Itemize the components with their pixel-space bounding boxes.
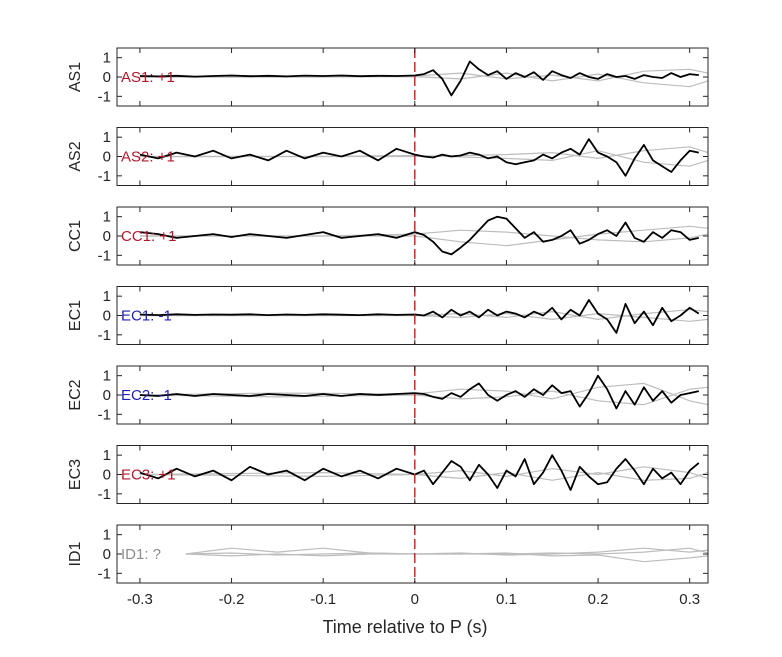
y-tick-label: -1 [98,88,111,105]
panel-cc1: -1 0 1 CC1 CC1: +1 [67,206,709,266]
polarity-label: ID1: ? [121,546,161,563]
polarity-label: CC1: +1 [121,228,176,245]
main-trace [139,454,700,491]
y-tick-label: 1 [103,368,111,385]
y-tick-label: 1 [103,50,111,67]
x-axis-label: Time relative to P (s) [322,617,487,637]
polarity-label: EC2: -1 [121,387,172,404]
ensemble-trace-1 [185,547,709,556]
polarity-label: AS1: +1 [121,69,175,86]
y-tick-label: 0 [103,149,111,166]
y-tick-label: -1 [98,168,111,185]
x-axis: -0.3 -0.2 -0.1 0 0.1 0.2 0.3 [127,591,700,608]
y-tick-label: 1 [103,288,111,305]
ensemble-trace-3 [185,547,709,556]
panels-group: -1 0 1 AS1 AS1: +1 -1 0 1 AS2 AS2: +1 -1 0 1 CC1 CC1: … [67,47,709,584]
y-tick-label: 0 [103,467,111,484]
station-name: AS2 [67,141,84,171]
main-trace [139,138,699,177]
panel-as2: -1 0 1 AS2 AS2: +1 [67,127,709,186]
y-tick-label: 0 [103,308,111,325]
y-tick-label: -1 [98,486,111,503]
ensemble-trace-1 [139,225,709,247]
polarity-label: AS2: +1 [121,149,175,166]
main-trace [139,299,700,334]
x-tick-label: 0.1 [496,591,517,608]
y-tick-label: -1 [98,247,111,264]
panel-ec2: -1 0 1 EC2 EC2: -1 [67,365,709,425]
station-name: AS1 [67,62,84,92]
y-tick-label: 0 [103,228,111,245]
y-tick-label: -1 [98,406,111,423]
y-tick-label: 0 [103,387,111,404]
panel-ec1: -1 0 1 EC1 EC1: -1 [67,286,709,345]
y-tick-label: 1 [103,447,111,464]
x-tick-label: -0.2 [219,591,245,608]
panel-id1: -1 0 1 ID1 ID1: ? [67,524,709,584]
x-tick-label: -0.3 [127,591,153,608]
x-tick-label: 0 [411,591,419,608]
panel-ec3: -1 0 1 EC3 EC3: +1 [67,445,709,504]
y-tick-label: 1 [103,527,111,544]
y-tick-label: 0 [103,546,111,563]
x-tick-label: 0.3 [679,591,700,608]
x-tick-label: 0.2 [588,591,609,608]
main-trace [139,60,699,97]
station-name: CC1 [67,220,84,252]
polarity-label: EC3: +1 [121,467,176,484]
y-tick-label: 1 [103,129,111,146]
station-name: EC2 [67,379,84,410]
y-tick-label: 1 [103,209,111,226]
station-name: EC3 [67,459,84,490]
main-trace [139,374,699,410]
x-tick-label: -0.1 [310,591,336,608]
y-tick-label: -1 [98,565,111,582]
y-tick-label: 0 [103,69,111,86]
station-name: EC1 [67,300,84,331]
y-tick-label: -1 [98,327,111,344]
polarity-label: EC1: -1 [121,308,172,325]
ensemble-trace-2 [139,150,709,167]
panel-as1: -1 0 1 AS1 AS1: +1 [67,47,709,107]
ensemble-trace-1 [139,382,709,406]
station-name: ID1 [67,541,84,566]
main-trace [139,215,699,256]
